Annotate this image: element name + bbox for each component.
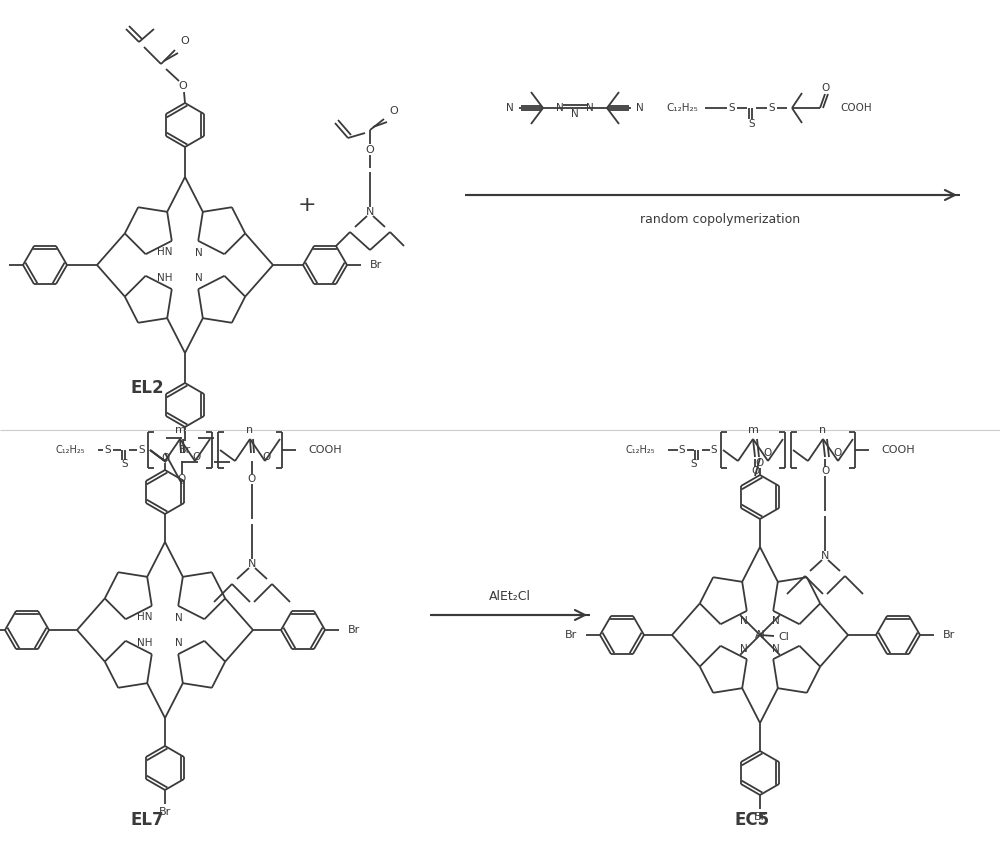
- Text: Br: Br: [370, 260, 382, 270]
- Text: O: O: [763, 448, 771, 458]
- Text: m: m: [175, 425, 185, 435]
- Text: N: N: [571, 109, 579, 119]
- Text: O: O: [179, 81, 187, 91]
- Text: COOH: COOH: [308, 445, 342, 455]
- Text: Cl: Cl: [778, 632, 789, 642]
- Text: O: O: [181, 36, 189, 46]
- Text: N: N: [586, 103, 594, 113]
- Text: N: N: [772, 616, 780, 626]
- Text: O: O: [366, 145, 374, 155]
- Text: n: n: [819, 425, 827, 435]
- Text: N: N: [366, 207, 374, 217]
- Text: Br: Br: [179, 445, 191, 455]
- Text: N: N: [821, 551, 829, 561]
- Text: N: N: [195, 248, 203, 258]
- Text: S: S: [139, 445, 145, 455]
- Text: C₁₂H₂₅: C₁₂H₂₅: [625, 445, 654, 455]
- Text: O: O: [821, 466, 829, 476]
- Text: HN: HN: [157, 247, 173, 257]
- Text: EC5: EC5: [735, 811, 770, 829]
- Text: N: N: [175, 613, 183, 623]
- Text: O: O: [390, 106, 398, 116]
- Text: EL2: EL2: [130, 379, 164, 397]
- Text: O: O: [262, 452, 270, 462]
- Text: O: O: [161, 453, 169, 463]
- Text: N: N: [636, 103, 644, 113]
- Text: O: O: [821, 83, 829, 93]
- Text: O: O: [192, 452, 200, 462]
- Text: S: S: [711, 445, 717, 455]
- Text: O: O: [178, 474, 186, 484]
- Text: N: N: [740, 644, 748, 654]
- Text: O: O: [248, 474, 256, 484]
- Text: Al: Al: [755, 630, 765, 640]
- Text: N: N: [740, 616, 748, 626]
- Text: S: S: [729, 103, 735, 113]
- Text: Br: Br: [348, 625, 360, 635]
- Text: EL7: EL7: [130, 811, 164, 829]
- Text: N: N: [556, 103, 564, 113]
- Text: C₁₂H₂₅: C₁₂H₂₅: [55, 445, 84, 455]
- Text: O: O: [756, 458, 764, 468]
- Text: NH: NH: [157, 273, 173, 283]
- Text: n: n: [246, 425, 254, 435]
- Text: S: S: [691, 459, 697, 469]
- Text: Br: Br: [565, 630, 577, 640]
- Text: O: O: [751, 466, 759, 476]
- Text: NH: NH: [137, 638, 153, 648]
- Text: AlEt₂Cl: AlEt₂Cl: [489, 590, 531, 604]
- Text: COOH: COOH: [840, 103, 872, 113]
- Text: O: O: [833, 448, 841, 458]
- Text: Br: Br: [754, 812, 766, 822]
- Text: Br: Br: [159, 807, 171, 817]
- Text: COOH: COOH: [881, 445, 915, 455]
- Text: S: S: [122, 459, 128, 469]
- Text: N: N: [506, 103, 514, 113]
- Text: N: N: [175, 638, 183, 648]
- Text: S: S: [679, 445, 685, 455]
- Text: S: S: [769, 103, 775, 113]
- Text: N: N: [772, 644, 780, 654]
- Text: S: S: [749, 119, 755, 129]
- Text: m: m: [748, 425, 758, 435]
- Text: S: S: [105, 445, 111, 455]
- Text: HN: HN: [137, 612, 153, 622]
- Text: N: N: [248, 559, 256, 569]
- Text: N: N: [195, 273, 203, 283]
- Text: random copolymerization: random copolymerization: [640, 214, 800, 227]
- Text: C₁₂H₂₅: C₁₂H₂₅: [666, 103, 698, 113]
- Text: Br: Br: [943, 630, 955, 640]
- Text: +: +: [298, 195, 316, 215]
